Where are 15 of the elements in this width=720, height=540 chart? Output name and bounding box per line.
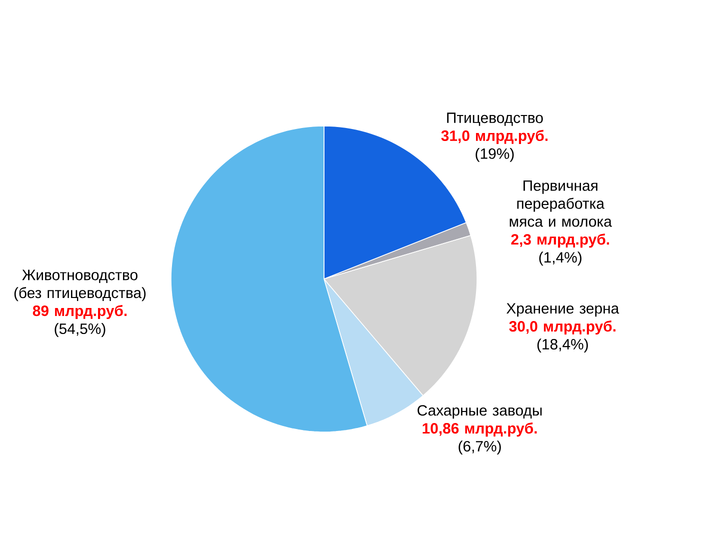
slice-label: Животноводство (без птицеводства) <box>14 270 146 302</box>
text: (54,5%) <box>54 323 106 337</box>
text: (1,4%) <box>539 252 582 266</box>
slice-label: Птицеводство <box>447 112 543 126</box>
data-label: 2,3 млрд.руб. <box>511 234 610 248</box>
slice-label: Хранение зерна <box>506 303 620 317</box>
data-label: 30,0 млрд.руб. <box>509 320 616 335</box>
data-label: 31,0 млрд.руб. <box>441 130 548 144</box>
slice-label: Первичная переработка мяса и молока <box>510 180 612 227</box>
data-label: 10,86 млрд.руб. <box>422 422 537 437</box>
text: (18,4%) <box>537 338 588 352</box>
text: (6,7%) <box>458 440 501 454</box>
text: (19%) <box>476 148 514 162</box>
data-label: 89 млрд.руб. <box>32 304 127 320</box>
slice-label: Сахарные заводы <box>418 405 542 419</box>
